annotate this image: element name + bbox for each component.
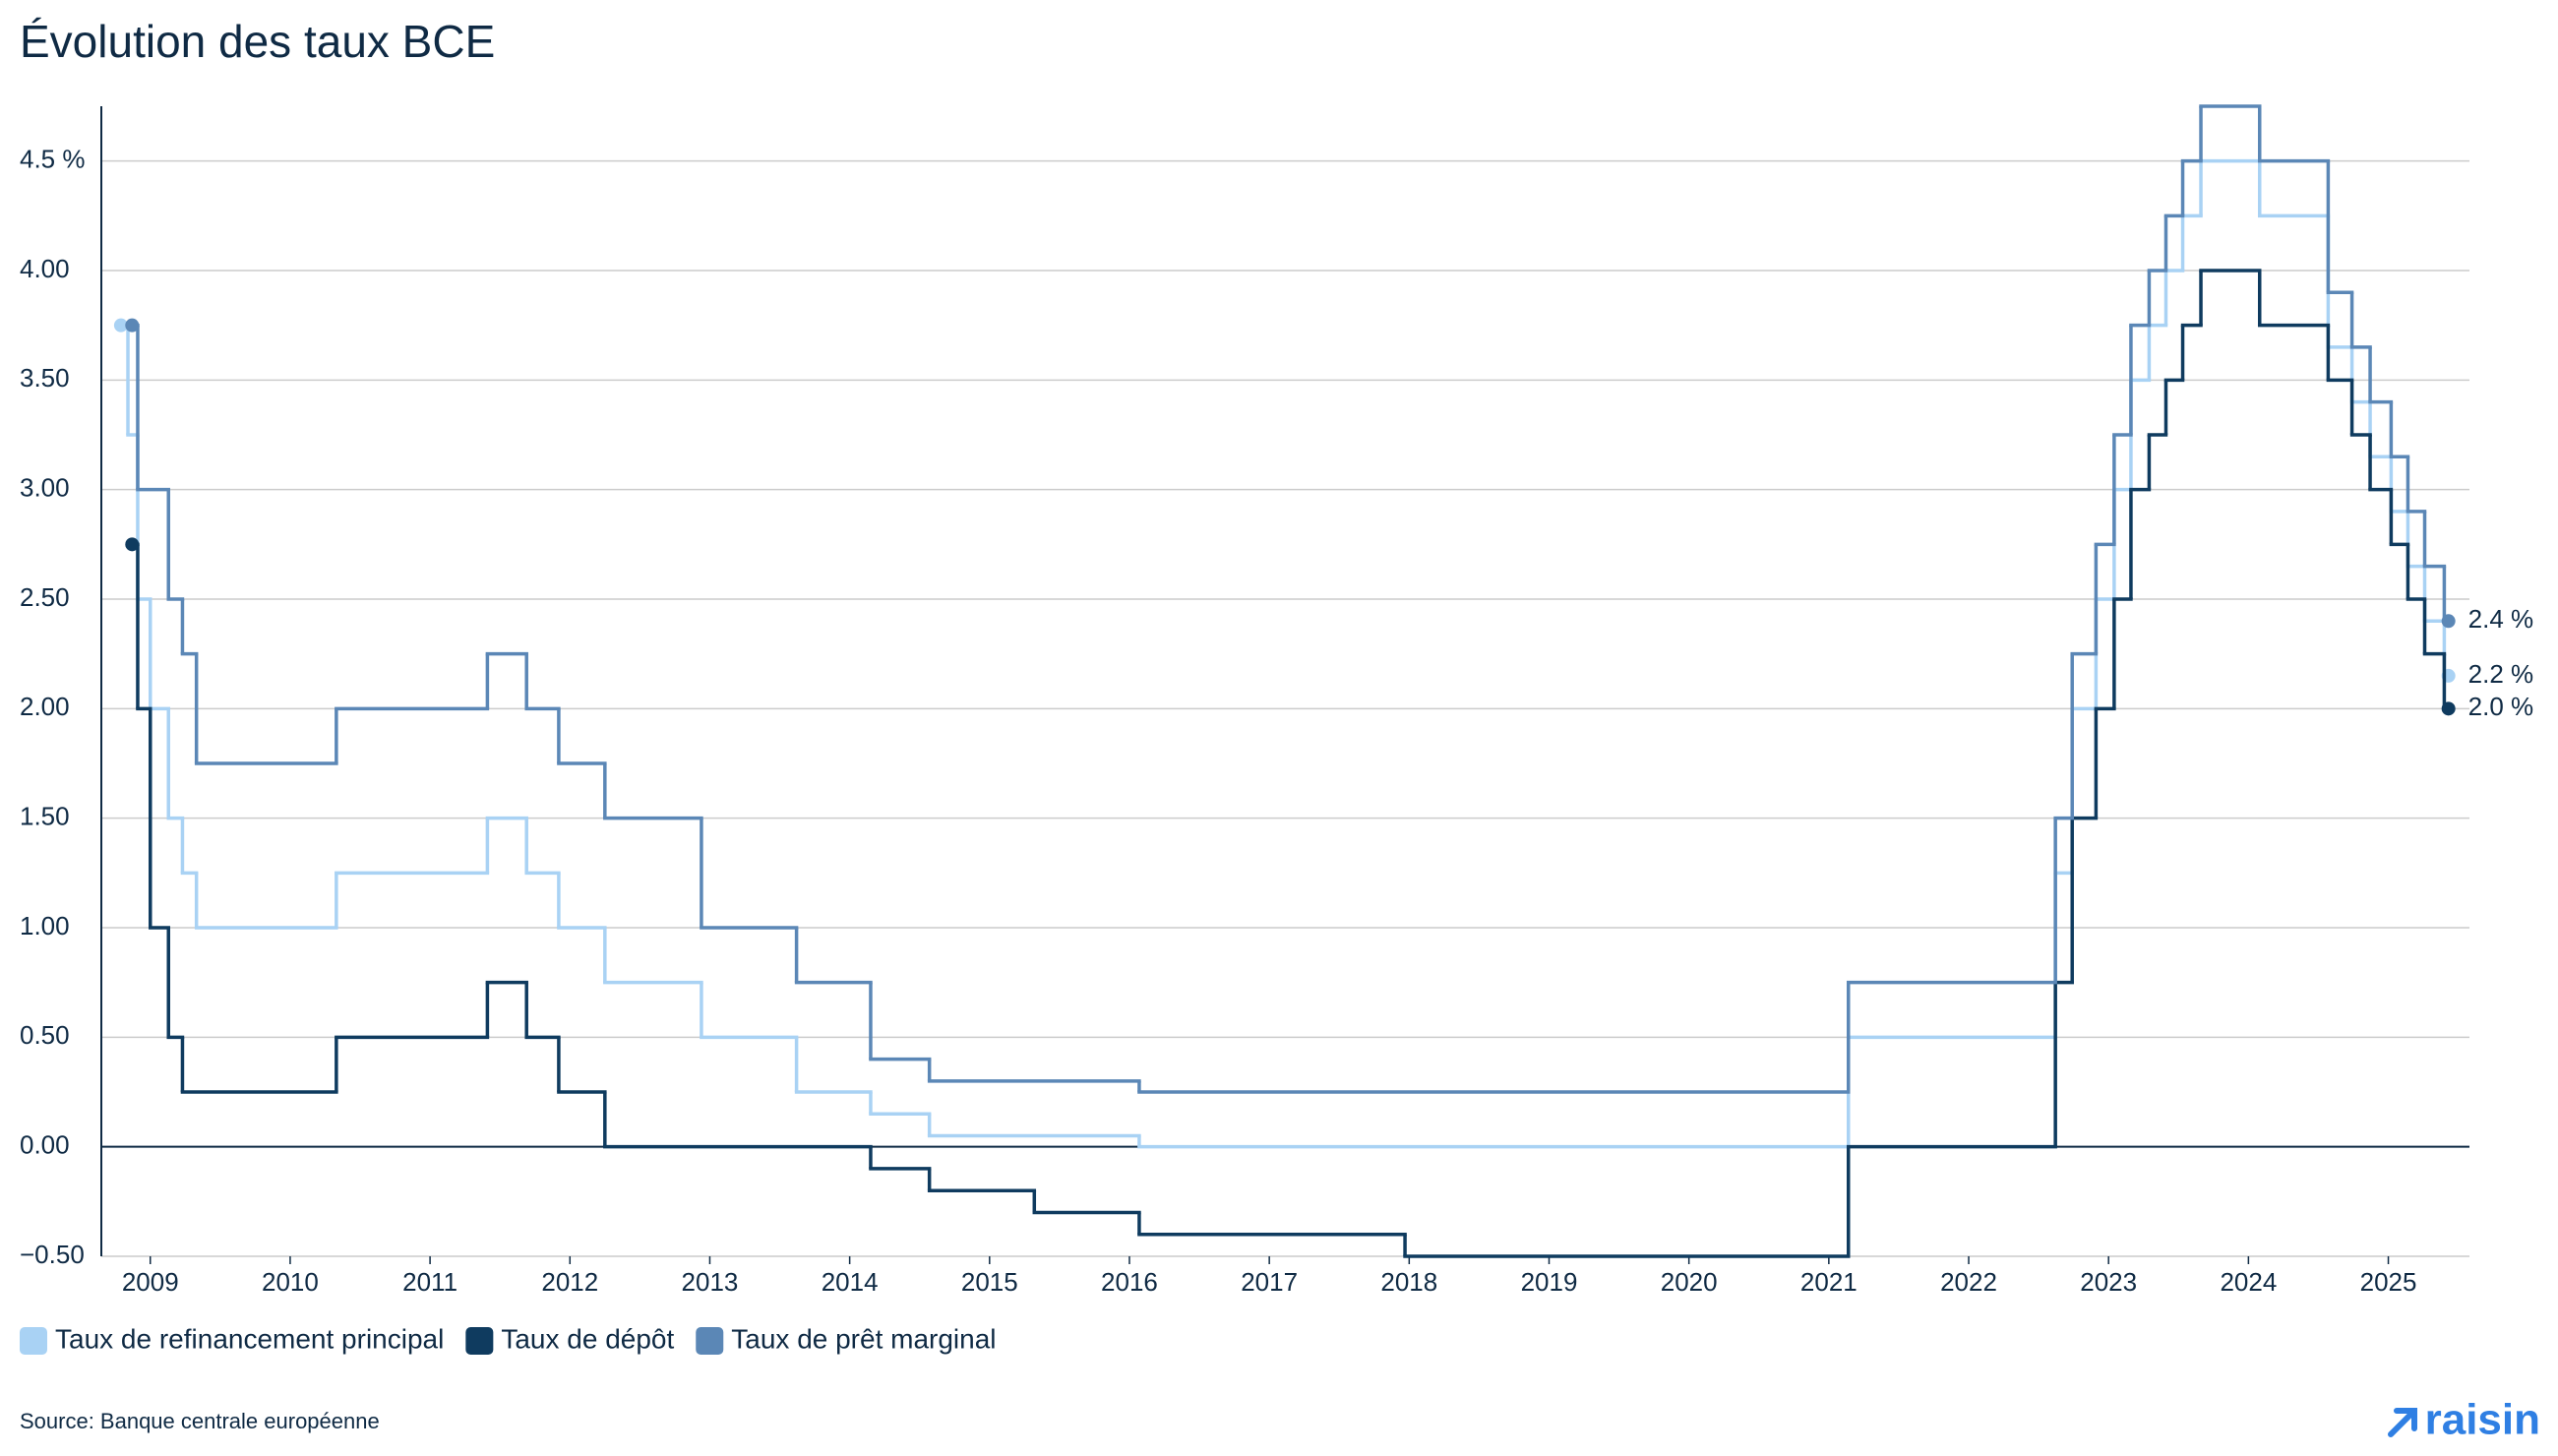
x-tick-label: 2014 — [822, 1267, 879, 1297]
x-tick-label: 2016 — [1101, 1267, 1158, 1297]
x-tick-label: 2022 — [1940, 1267, 1997, 1297]
x-tick-label: 2025 — [2360, 1267, 2417, 1297]
end-dot — [2441, 614, 2456, 629]
x-tick-label: 2019 — [1521, 1267, 1578, 1297]
y-tick-label: 4.00 — [20, 254, 70, 283]
y-tick-label: 1.00 — [20, 911, 70, 940]
x-tick-label: 2011 — [402, 1267, 457, 1297]
brand-arrow — [2388, 1408, 2417, 1437]
x-tick-label: 2009 — [122, 1267, 179, 1297]
y-tick-label: 3.00 — [20, 473, 70, 503]
y-tick-label: 0.00 — [20, 1130, 70, 1160]
y-tick-label: 2.00 — [20, 692, 70, 721]
source: Source: Banque centrale européenne — [20, 1409, 380, 1433]
brand-name: raisin — [2425, 1396, 2540, 1444]
end-label: 2.4 % — [2468, 604, 2534, 634]
legend-swatch — [20, 1327, 47, 1355]
x-tick-label: 2018 — [1380, 1267, 1437, 1297]
legend-swatch — [696, 1327, 724, 1355]
legend-label: Taux de dépôt — [501, 1323, 674, 1354]
legend-swatch — [465, 1327, 494, 1355]
x-tick-label: 2015 — [961, 1267, 1018, 1297]
end-label: 2.2 % — [2468, 659, 2534, 689]
series-1: 2.0 % — [125, 269, 2534, 1258]
x-tick-label: 2010 — [262, 1267, 319, 1297]
y-tick-label: 0.50 — [20, 1020, 70, 1050]
x-tick-label: 2017 — [1241, 1267, 1298, 1297]
x-tick-label: 2013 — [682, 1267, 739, 1297]
chart-title: Évolution des taux BCE — [20, 16, 495, 67]
legend-label: Taux de refinancement principal — [55, 1323, 444, 1354]
series-2: 2.4 % — [125, 104, 2534, 1094]
y-tick-label: −0.50 — [20, 1240, 85, 1269]
y-tick-label: 1.50 — [20, 802, 70, 831]
x-tick-label: 2023 — [2080, 1267, 2137, 1297]
end-dot — [125, 318, 140, 333]
end-label: 2.0 % — [2468, 692, 2534, 721]
end-dot — [2441, 701, 2456, 716]
x-tick-label: 2020 — [1661, 1267, 1718, 1297]
x-tick-label: 2024 — [2220, 1267, 2277, 1297]
x-tick-label: 2021 — [1800, 1267, 1858, 1297]
end-dot — [125, 537, 140, 552]
x-tick-label: 2012 — [541, 1267, 598, 1297]
brand-logo: raisin — [2388, 1396, 2540, 1444]
y-tick-label: 2.50 — [20, 582, 70, 612]
end-dot — [113, 318, 128, 333]
legend-label: Taux de prêt marginal — [731, 1323, 996, 1354]
y-tick-label: 4.5 % — [20, 145, 86, 174]
y-tick-label: 3.50 — [20, 363, 70, 393]
